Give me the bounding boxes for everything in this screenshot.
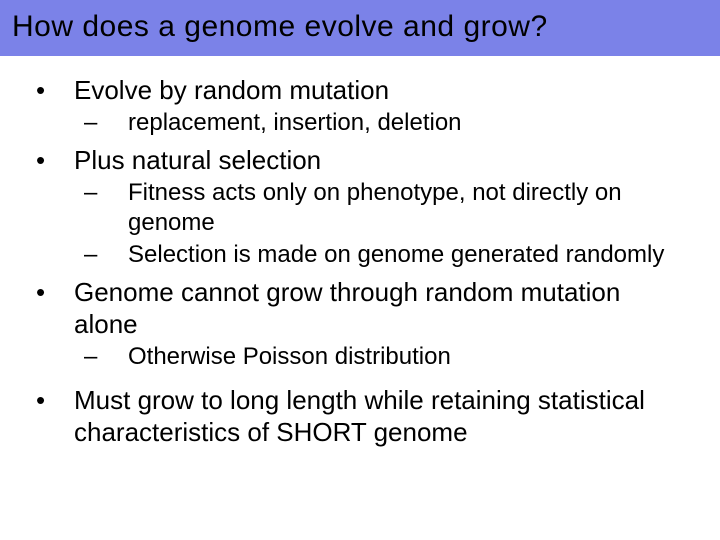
bullet-text: Plus natural selection [74, 144, 690, 176]
sub-item: – Selection is made on genome generated … [30, 240, 690, 270]
bullet-marker: • [30, 384, 74, 416]
sub-marker: – [84, 108, 128, 138]
bullet-item: • Plus natural selection [30, 144, 690, 176]
sub-marker: – [84, 178, 128, 208]
bullet-text: Evolve by random mutation [74, 74, 690, 106]
sub-item: – Fitness acts only on phenotype, not di… [30, 178, 690, 238]
sub-text: Selection is made on genome generated ra… [128, 240, 690, 270]
bullet-marker: • [30, 74, 74, 106]
bullet-marker: • [30, 276, 74, 308]
sub-text: Otherwise Poisson distribution [128, 342, 690, 372]
sub-marker: – [84, 342, 128, 372]
slide-title: How does a genome evolve and grow? [0, 0, 720, 56]
sub-item: – Otherwise Poisson distribution [30, 342, 690, 372]
sub-marker: – [84, 240, 128, 270]
bullet-item: • Must grow to long length while retaini… [30, 384, 690, 448]
sub-item: – replacement, insertion, deletion [30, 108, 690, 138]
slide-body: • Evolve by random mutation – replacemen… [0, 56, 720, 448]
sub-text: Fitness acts only on phenotype, not dire… [128, 178, 690, 238]
sub-text: replacement, insertion, deletion [128, 108, 690, 138]
bullet-item: • Genome cannot grow through random muta… [30, 276, 690, 340]
bullet-marker: • [30, 144, 74, 176]
bullet-text: Must grow to long length while retaining… [74, 384, 690, 448]
bullet-item: • Evolve by random mutation [30, 74, 690, 106]
bullet-text: Genome cannot grow through random mutati… [74, 276, 690, 340]
